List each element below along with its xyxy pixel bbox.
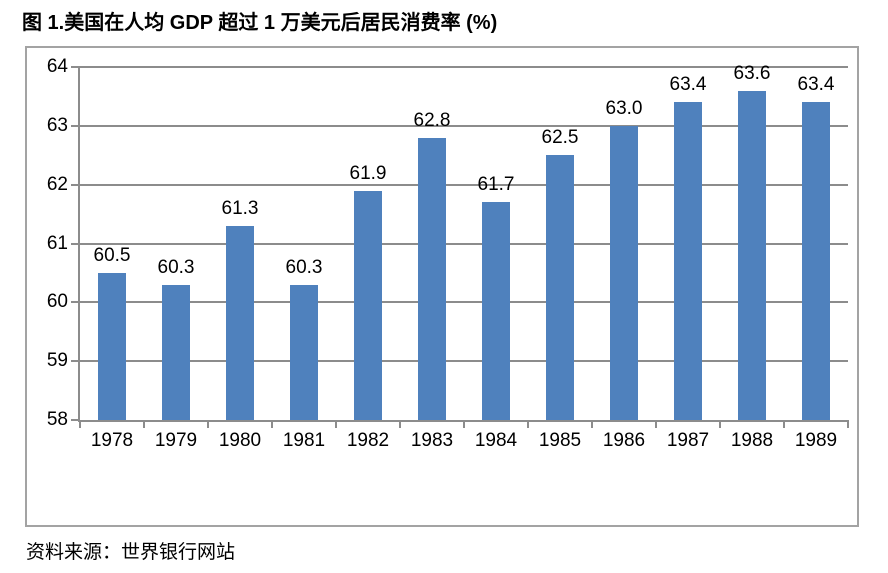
- bar: [546, 155, 574, 420]
- x-axis-tick: [335, 420, 337, 428]
- bar: [802, 102, 830, 420]
- bar-value-label: 61.7: [477, 174, 515, 196]
- x-tick-label: 1987: [666, 430, 710, 451]
- bar-value-label: 62.8: [413, 109, 451, 131]
- chart-title: 图 1.美国在人均 GDP 超过 1 万美元后居民消费率 (%): [22, 12, 498, 34]
- bar-value-label: 63.0: [605, 97, 643, 119]
- x-axis-tick: [783, 420, 785, 428]
- bar: [290, 284, 318, 420]
- bar: [738, 90, 766, 420]
- y-tick-label: 59: [46, 350, 68, 372]
- x-tick-label: 1983: [410, 430, 454, 451]
- y-axis-tick: [71, 360, 80, 363]
- bar: [162, 284, 190, 420]
- y-tick-label: 63: [46, 114, 68, 136]
- x-axis-tick: [527, 420, 529, 428]
- x-axis-tick: [271, 420, 273, 428]
- x-axis-tick: [655, 420, 657, 428]
- y-tick-label: 58: [46, 409, 68, 430]
- bar-value-label: 60.3: [157, 256, 195, 278]
- bar-value-label: 61.3: [221, 197, 259, 219]
- y-axis-tick: [71, 419, 80, 421]
- gridline: [80, 242, 848, 245]
- bar: [674, 102, 702, 420]
- y-axis-tick: [71, 242, 80, 245]
- x-tick-label: 1981: [282, 430, 326, 451]
- bar: [98, 272, 126, 420]
- x-axis-tick: [847, 420, 849, 428]
- x-axis-tick: [591, 420, 593, 428]
- x-axis-tick: [463, 420, 465, 428]
- y-axis-line: [78, 67, 80, 422]
- x-tick-label: 1985: [538, 430, 582, 451]
- y-axis-tick: [71, 124, 80, 127]
- bar-value-label: 61.9: [349, 162, 387, 184]
- y-axis-tick: [71, 66, 80, 68]
- gridline: [80, 183, 848, 186]
- bar: [418, 137, 446, 420]
- bar-value-label: 62.5: [541, 127, 579, 149]
- x-tick-label: 1978: [90, 430, 134, 451]
- bar: [226, 225, 254, 420]
- gridline: [80, 124, 848, 127]
- x-tick-label: 1979: [154, 430, 198, 451]
- bar: [610, 125, 638, 420]
- x-tick-label: 1989: [794, 430, 838, 451]
- source-note: 资料来源：世界银行网站: [26, 542, 236, 563]
- y-axis-tick: [71, 301, 80, 304]
- x-axis-tick: [143, 420, 145, 428]
- bar-value-label: 60.5: [93, 244, 131, 266]
- x-axis-tick: [207, 420, 209, 428]
- bar-value-label: 60.3: [285, 256, 323, 278]
- bar-value-label: 63.4: [669, 74, 707, 96]
- gridline: [80, 66, 848, 68]
- x-tick-label: 1980: [218, 430, 262, 451]
- y-axis-tick: [71, 183, 80, 186]
- gridline: [80, 301, 848, 304]
- bar-value-label: 63.6: [733, 62, 771, 84]
- gridline: [80, 360, 848, 363]
- x-axis-tick: [719, 420, 721, 428]
- y-tick-label: 64: [46, 56, 68, 77]
- x-tick-label: 1988: [730, 430, 774, 451]
- x-tick-label: 1984: [474, 430, 518, 451]
- y-tick-label: 61: [46, 232, 68, 254]
- x-tick-label: 1986: [602, 430, 646, 451]
- bar: [354, 190, 382, 420]
- bar: [482, 202, 510, 420]
- y-tick-label: 62: [46, 173, 68, 195]
- x-tick-label: 1982: [346, 430, 390, 451]
- x-axis-tick: [399, 420, 401, 428]
- x-axis-tick: [79, 420, 81, 428]
- y-tick-label: 60: [46, 291, 68, 313]
- bar-value-label: 63.4: [797, 74, 835, 96]
